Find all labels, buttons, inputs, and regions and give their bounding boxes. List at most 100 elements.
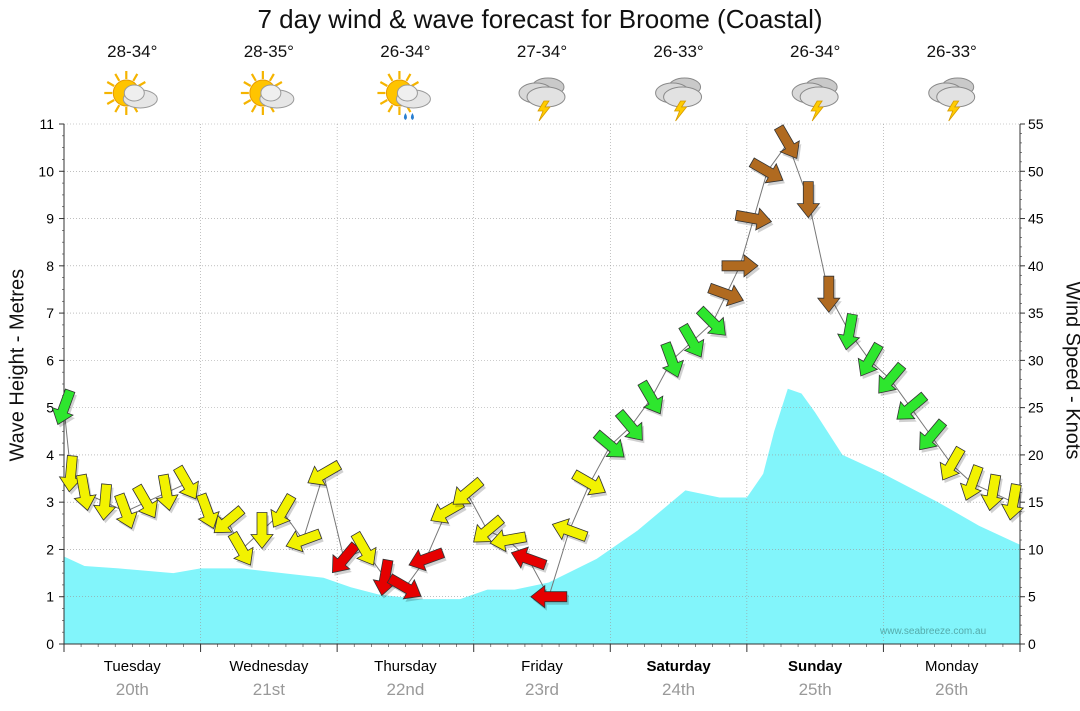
wind-arrow bbox=[489, 528, 527, 553]
wind-arrow bbox=[155, 473, 179, 512]
x-date-label: 20th bbox=[116, 680, 149, 699]
x-date-label: 22nd bbox=[387, 680, 425, 699]
partly-cloudy-icon bbox=[240, 71, 295, 115]
y-tick-label-right: 45 bbox=[1028, 211, 1044, 227]
y-tick-label-right: 40 bbox=[1028, 258, 1044, 274]
wind-arrow bbox=[678, 322, 705, 358]
wind-arrow bbox=[227, 530, 254, 566]
thunderstorm-icon bbox=[928, 77, 976, 122]
wind-arrow bbox=[939, 445, 966, 481]
wind-arrow bbox=[707, 282, 744, 307]
thunderstorm-icon bbox=[518, 77, 566, 122]
y-tick-label-right: 55 bbox=[1028, 116, 1044, 132]
showers-icon bbox=[377, 71, 431, 120]
y-tick-label-left: 6 bbox=[46, 352, 54, 368]
temperature-range: 28-34° bbox=[107, 42, 158, 61]
wind-arrow bbox=[270, 492, 297, 528]
x-day-label: Sunday bbox=[788, 658, 843, 675]
wind-arrow bbox=[551, 518, 589, 542]
wind-arrow bbox=[332, 541, 360, 574]
wind-arrow bbox=[721, 253, 759, 278]
y-tick-label-right: 0 bbox=[1028, 636, 1036, 652]
wind-arrow bbox=[816, 275, 841, 313]
y-tick-label-right: 15 bbox=[1028, 494, 1044, 510]
x-date-label: 21st bbox=[253, 680, 285, 699]
y-tick-label-left: 0 bbox=[46, 636, 54, 652]
wind-arrow bbox=[73, 473, 97, 512]
wind-arrow bbox=[660, 341, 685, 378]
wind-arrow bbox=[748, 157, 784, 184]
wind-arrow bbox=[114, 492, 138, 530]
x-date-label: 26th bbox=[935, 680, 968, 699]
x-day-label: Friday bbox=[521, 658, 563, 675]
thunderstorm-icon bbox=[791, 77, 839, 122]
x-day-label: Tuesday bbox=[104, 658, 161, 675]
wind-arrow bbox=[837, 312, 861, 351]
y-tick-label-right: 30 bbox=[1028, 352, 1044, 368]
y-tick-label-left: 3 bbox=[46, 494, 54, 510]
wind-arrow bbox=[408, 547, 446, 572]
watermark: www.seabreeze.com.au bbox=[880, 626, 987, 637]
y-tick-label-right: 20 bbox=[1028, 447, 1044, 463]
wind-arrow bbox=[959, 464, 984, 501]
y-tick-label-left: 5 bbox=[46, 400, 54, 416]
y-tick-label-right: 25 bbox=[1028, 400, 1044, 416]
temperature-range: 26-34° bbox=[790, 42, 841, 61]
wind-arrow bbox=[307, 459, 343, 486]
y-tick-label-right: 10 bbox=[1028, 541, 1044, 557]
y-tick-label-left: 4 bbox=[46, 447, 54, 463]
wind-arrow bbox=[132, 483, 158, 519]
wind-arrow bbox=[980, 473, 1004, 512]
wind-arrow bbox=[250, 512, 274, 550]
y-tick-label-left: 2 bbox=[46, 541, 54, 557]
wind-arrow bbox=[796, 181, 821, 219]
x-date-label: 23rd bbox=[525, 680, 559, 699]
y-tick-label-left: 10 bbox=[38, 163, 54, 179]
y-tick-label-right: 35 bbox=[1028, 305, 1044, 321]
wind-arrow bbox=[213, 505, 246, 534]
wind-arrow bbox=[58, 454, 83, 493]
chart-title: 7 day wind & wave forecast for Broome (C… bbox=[257, 4, 823, 34]
wind-arrow bbox=[473, 514, 505, 543]
y-tick-label-left: 7 bbox=[46, 305, 54, 321]
y-tick-label-right: 50 bbox=[1028, 163, 1044, 179]
x-date-label: 24th bbox=[662, 680, 695, 699]
x-day-label: Wednesday bbox=[229, 658, 308, 675]
temperature-range: 26-33° bbox=[926, 42, 977, 61]
wind-arrow bbox=[452, 476, 485, 505]
wind-arrow bbox=[637, 379, 664, 415]
temperature-range: 26-34° bbox=[380, 42, 431, 61]
wind-arrow bbox=[857, 341, 884, 377]
y-tick-label-left: 11 bbox=[39, 116, 54, 132]
x-date-label: 25th bbox=[799, 680, 832, 699]
wave-height-area bbox=[64, 388, 1020, 644]
wind-arrow bbox=[614, 408, 643, 441]
y-tick-label-left: 9 bbox=[46, 211, 54, 227]
y-tick-label-left: 1 bbox=[46, 589, 54, 605]
y-tick-label-left: 8 bbox=[46, 258, 54, 274]
wind-arrow bbox=[530, 584, 568, 609]
x-day-label: Saturday bbox=[646, 658, 711, 675]
wind-arrow bbox=[510, 546, 548, 571]
thunderstorm-icon bbox=[655, 77, 703, 122]
wind-arrow bbox=[878, 361, 907, 394]
wind-arrow bbox=[386, 573, 422, 600]
x-day-label: Thursday bbox=[374, 658, 437, 675]
wind-arrow bbox=[92, 483, 117, 521]
wind-arrow bbox=[196, 492, 220, 530]
wind-arrow bbox=[592, 429, 625, 458]
y-tick-label-right: 5 bbox=[1028, 589, 1036, 605]
temperature-range: 28-35° bbox=[243, 42, 294, 61]
wind-arrow bbox=[919, 418, 948, 451]
partly-cloudy-icon bbox=[104, 71, 158, 115]
wind-arrow bbox=[773, 124, 800, 160]
wind-arrow bbox=[896, 391, 929, 420]
wind-arrow bbox=[173, 464, 199, 500]
wind-arrow bbox=[285, 528, 323, 553]
wind-arrow bbox=[51, 388, 76, 426]
temperature-range: 26-33° bbox=[653, 42, 704, 61]
wind-arrow bbox=[695, 305, 726, 336]
wind-arrow bbox=[1000, 483, 1025, 521]
wind-arrow bbox=[350, 530, 377, 566]
